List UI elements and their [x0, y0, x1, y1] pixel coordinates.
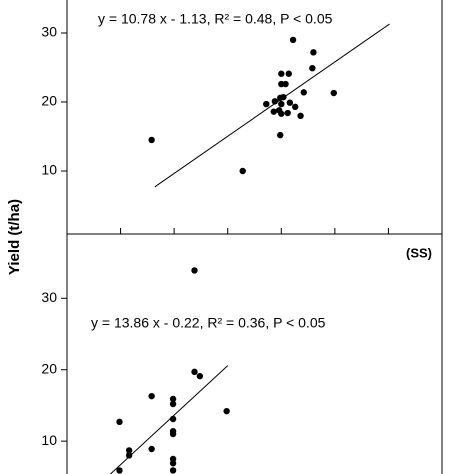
y-tick-label: 20: [41, 360, 57, 376]
point: [169, 395, 177, 403]
point: [277, 131, 284, 139]
point: [169, 400, 177, 408]
point: [280, 93, 287, 101]
point: [271, 98, 279, 105]
point: [169, 430, 177, 438]
point: [300, 89, 307, 96]
point: [278, 70, 285, 77]
trendline: [154, 23, 390, 188]
point: [292, 103, 299, 111]
equation: y = 13.86 x - 0.22, R² = 0.36, P < 0.05: [91, 315, 326, 331]
point: [116, 467, 123, 474]
point: [263, 100, 270, 108]
point: [125, 452, 133, 459]
point: [297, 112, 304, 120]
point: [196, 372, 204, 380]
point: [239, 167, 246, 175]
y-axis-label: Yield (t/ha): [6, 199, 23, 275]
point: [278, 100, 285, 108]
y-tick-label: 30: [41, 24, 57, 40]
panel-label: (SS): [406, 245, 432, 260]
point: [191, 368, 198, 376]
equation: y = 10.78 x - 1.13, R² = 0.48, P < 0.05: [98, 11, 333, 27]
point: [169, 460, 177, 467]
point: [330, 89, 337, 97]
point: [289, 36, 297, 44]
point: [284, 109, 291, 117]
point: [282, 80, 289, 88]
point: [270, 108, 277, 115]
point: [285, 70, 292, 77]
point: [169, 467, 177, 474]
point: [116, 418, 123, 426]
y-tick-label: 10: [41, 162, 57, 178]
point: [148, 445, 155, 453]
point: [125, 447, 133, 454]
y-tick-label: 30: [41, 289, 57, 305]
y-tick-label: 20: [41, 93, 57, 109]
point: [310, 49, 317, 56]
point: [148, 136, 155, 144]
point: [309, 64, 316, 72]
point: [278, 110, 285, 117]
point: [223, 407, 230, 415]
point: [286, 99, 294, 106]
point: [169, 415, 177, 423]
y-tick-label: 10: [41, 432, 57, 448]
point: [148, 392, 155, 400]
point: [191, 267, 198, 274]
